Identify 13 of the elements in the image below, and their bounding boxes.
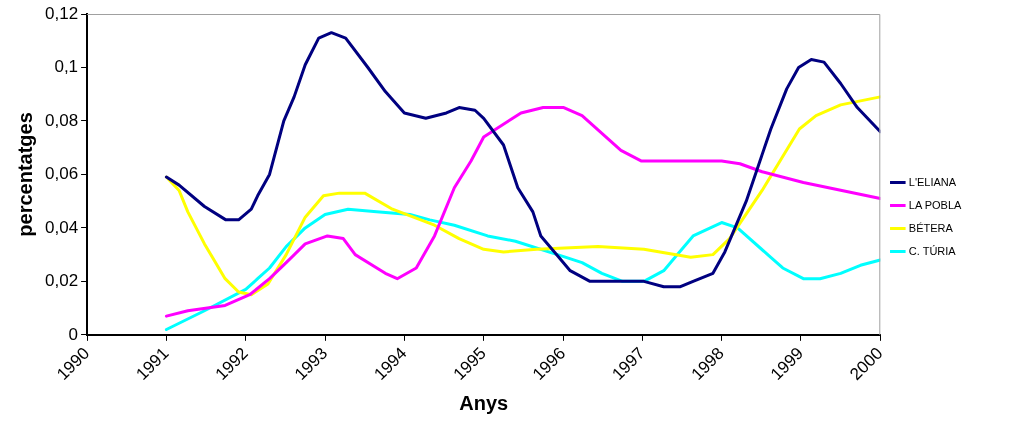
x-axis-title: Anys <box>459 391 509 414</box>
y-tick-label: 0,02 <box>44 271 79 291</box>
legend-label: C. TÚRIA <box>908 244 957 257</box>
y-tick-label: 0,06 <box>44 164 79 184</box>
legend-label: L'ELIANA <box>908 175 957 188</box>
y-tick-label: 0 <box>68 324 79 344</box>
y-tick-label: 0,1 <box>54 57 79 77</box>
legend-label: BÉTERA <box>908 221 954 234</box>
y-tick-label: 0,04 <box>44 217 79 237</box>
legend-label: LA POBLA <box>908 198 963 211</box>
y-tick-label: 0,12 <box>44 3 79 23</box>
y-tick-label: 0,08 <box>44 110 79 130</box>
y-axis-title: percentatges <box>13 112 36 237</box>
